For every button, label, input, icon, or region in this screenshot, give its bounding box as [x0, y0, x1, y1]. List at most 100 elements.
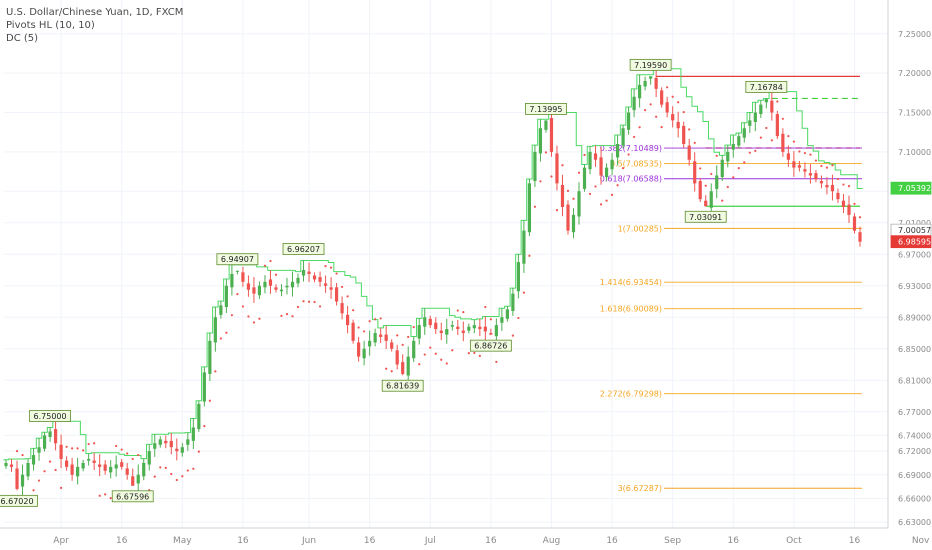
psar-dot: [721, 199, 724, 202]
psar-dot: [787, 135, 790, 138]
psar-dot: [65, 445, 68, 448]
psar-dot: [781, 117, 784, 120]
candle-body: [830, 184, 835, 192]
y-tick-label: 6.69000: [898, 471, 931, 480]
psar-dot: [230, 314, 233, 317]
candle-body: [687, 145, 691, 160]
psar-dot: [37, 479, 41, 482]
pivot-label-box: [381, 379, 424, 392]
price-axis[interactable]: 7.250007.200007.150007.100007.050007.010…: [887, 0, 932, 550]
candle-body: [797, 165, 801, 168]
fib-level-label: 0.5(7.08535): [610, 159, 662, 168]
psar-dot: [561, 164, 564, 167]
psar-dot: [842, 183, 845, 186]
candle-body: [770, 100, 774, 113]
candle-body: [792, 161, 796, 168]
candle-body: [527, 183, 532, 233]
candle-body: [169, 440, 173, 448]
x-tick-label: May: [173, 536, 192, 546]
candle-body: [417, 325, 421, 339]
candle-body: [660, 90, 664, 105]
psar-dot: [170, 472, 173, 476]
candle-body: [307, 271, 311, 274]
price-axis-bg: [888, 0, 932, 550]
dc-indicator-label[interactable]: DC (5): [6, 33, 39, 44]
psar-dot: [335, 272, 338, 275]
psar-dot: [671, 95, 674, 98]
psar-dot: [655, 115, 658, 118]
candle-body: [753, 112, 757, 122]
psar-dot: [847, 185, 851, 188]
psar-dot: [159, 466, 162, 469]
candle-body: [720, 159, 724, 178]
candle-body: [516, 262, 520, 292]
psar-dot: [131, 457, 134, 461]
psar-dot: [59, 486, 63, 490]
psar-dot: [528, 254, 531, 257]
pivot-label-box: [0, 494, 38, 507]
candle-body: [726, 151, 730, 162]
candle-body: [604, 167, 609, 178]
psar-dot: [594, 185, 597, 188]
psar-dot: [644, 108, 647, 112]
candle-body: [136, 474, 140, 484]
symbol-title[interactable]: U.S. Dollar/Chinese Yuan, 1D, FXCM: [6, 7, 184, 18]
candle-body: [626, 112, 631, 130]
candle-body: [92, 460, 96, 463]
candle-body: [577, 191, 581, 217]
candle-body: [98, 464, 102, 467]
candle-body: [693, 161, 697, 184]
candle-body: [682, 125, 686, 144]
candle-body: [109, 466, 113, 473]
candles: [4, 68, 862, 496]
x-tick-label: 16: [364, 536, 376, 546]
candle-body: [384, 334, 388, 341]
grid-lines: [4, 0, 922, 528]
psar-dot: [340, 285, 344, 289]
x-tick-label: Sep: [664, 536, 681, 546]
candle-body: [4, 462, 8, 467]
psar-dot: [296, 305, 300, 309]
candle-body: [301, 270, 306, 276]
psar-dot: [726, 185, 729, 189]
psar-dot: [186, 469, 189, 472]
candle-body: [362, 348, 366, 359]
psar-dot: [137, 453, 140, 457]
psar-dot: [765, 126, 768, 130]
pivot-label-box: [111, 490, 154, 503]
candle-body: [329, 287, 333, 290]
x-tick-label: 16: [237, 536, 249, 546]
psar-dot: [258, 317, 261, 320]
candle-body: [208, 340, 212, 374]
psar-dot: [759, 136, 762, 139]
candle-body: [285, 285, 289, 288]
psar-dot: [87, 442, 90, 446]
candle-body: [638, 84, 642, 99]
psar-dot: [363, 330, 366, 333]
time-axis[interactable]: Apr 16 May 16 Jun 16 Jul 16 Aug 16 Sep 16 Oct 16 Nov: [0, 527, 930, 546]
psar-dot: [798, 150, 801, 153]
psar-dot: [164, 466, 167, 469]
candle-body: [323, 283, 328, 286]
psar-dot: [280, 314, 283, 318]
candle-body: [401, 362, 405, 374]
candle-body: [467, 326, 471, 331]
pivots-indicator-label[interactable]: Pivots HL (10, 10): [6, 20, 95, 31]
psar-dot: [605, 199, 608, 202]
psar-dot: [610, 193, 614, 197]
candle-body: [351, 322, 355, 341]
candle-body: [202, 372, 206, 402]
y-tick-label: 7.25000: [898, 30, 931, 39]
psar-dot: [583, 153, 586, 157]
price-tag-label: 7.00057: [898, 226, 931, 235]
candle-body: [164, 440, 168, 444]
candle-body: [698, 181, 702, 200]
psar-dot: [809, 153, 812, 156]
psar-dot: [451, 349, 454, 352]
psar-dot: [577, 171, 581, 174]
fib-level-label: 1.618(6.90089): [600, 305, 662, 314]
psar-dot: [555, 209, 559, 212]
y-tick-label: 6.93000: [898, 282, 931, 291]
candle-body: [346, 314, 350, 326]
